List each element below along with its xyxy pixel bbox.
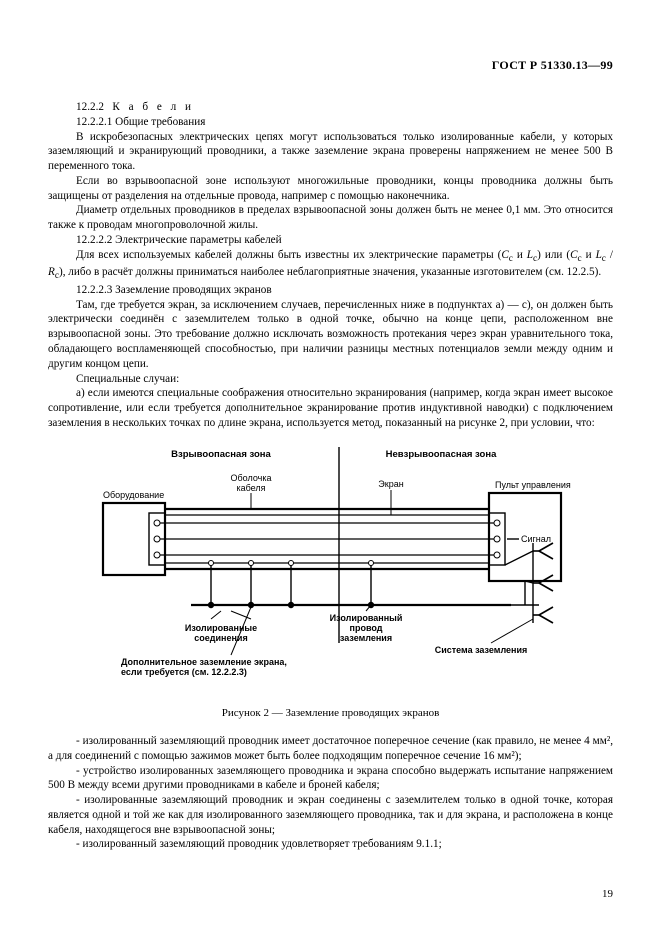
p4: Для всех используемых кабелей должны быт… [48, 248, 613, 283]
sym-Rc: R [48, 266, 55, 278]
p4a: Для всех используемых кабелей должны быт… [76, 249, 501, 261]
p4e: ), либо в расчёт должны приниматься наиб… [59, 266, 601, 278]
bullet-3: - изолированные заземляющий проводник и … [48, 793, 613, 837]
heading-12-2-2-1: 12.2.2.1 Общие требования [48, 115, 613, 130]
standard-header: ГОСТ Р 51330.13—99 [492, 58, 613, 74]
sym-Cc2: C [570, 249, 577, 261]
body: 12.2.2 К а б е л и 12.2.2.1 Общие требов… [48, 100, 613, 852]
p7: а) если имеются специальные соображения … [48, 386, 613, 430]
lbl-screen: Экран [378, 479, 403, 489]
sym-slash: / [606, 249, 613, 261]
p5: Там, где требуется экран, за исключением… [48, 298, 613, 372]
lbl-iso-wire-2: провод [349, 623, 382, 633]
p4b: и [513, 249, 527, 261]
p2: Если во взрывоопасной зоне используют мн… [48, 174, 613, 204]
lbl-iso-conn-1: Изолированные [184, 623, 256, 633]
p6: Специальные случаи: [48, 372, 613, 387]
page-number: 19 [602, 887, 613, 902]
lbl-equipment: Оборудование [103, 490, 164, 500]
figure-2-svg: Взрывоопасная зона Невзрывоопасная зона … [91, 443, 571, 693]
lbl-zone-safe: Невзрывоопасная зона [385, 449, 496, 460]
heading-12-2-2-2: 12.2.2.2 Электрические параметры кабелей [48, 233, 613, 248]
lbl-panel: Пульт управления [495, 480, 571, 490]
lbl-iso-wire-3: заземления [339, 633, 391, 643]
p3: Диаметр отдельных проводников в пределах… [48, 203, 613, 233]
bullet-1: - изолированный заземляющий проводник им… [48, 734, 613, 764]
lbl-zone-haz: Взрывоопасная зона [171, 449, 271, 460]
sym-Cc: C [501, 249, 508, 261]
lbl-sheath-2: кабеля [236, 483, 265, 493]
lbl-extra-2: если требуется (см. 12.2.2.3) [121, 667, 247, 677]
heading-12-2-2: 12.2.2 К а б е л и [48, 100, 613, 115]
lbl-signal: Сигнал [521, 534, 551, 544]
bullet-4: - изолированный заземляющий проводник уд… [48, 837, 613, 852]
page: ГОСТ Р 51330.13—99 12.2.2 К а б е л и 12… [0, 0, 661, 936]
spacer [48, 720, 613, 734]
p1: В искробезопасных электрических цепях мо… [48, 130, 613, 174]
figure-caption: Рисунок 2 — Заземление проводящих экрано… [48, 706, 613, 721]
lbl-extra-1: Дополнительное заземление экрана, [121, 657, 287, 667]
sec-title: К а б е л и [112, 101, 194, 113]
lbl-earth-sys: Система заземления [434, 645, 527, 655]
lbl-sheath-1: Оболочка [230, 473, 271, 483]
lbl-iso-wire-1: Изолированный [329, 613, 402, 623]
sec-num: 12.2.2 [76, 101, 104, 113]
p4c: ) или ( [537, 249, 570, 261]
heading-12-2-2-3: 12.2.2.3 Заземление проводящих экранов [48, 283, 613, 298]
bullet-2: - устройство изолированных заземляющего … [48, 764, 613, 794]
figure-2: Взрывоопасная зона Невзрывоопасная зона … [48, 443, 613, 720]
p4d: и [582, 249, 596, 261]
